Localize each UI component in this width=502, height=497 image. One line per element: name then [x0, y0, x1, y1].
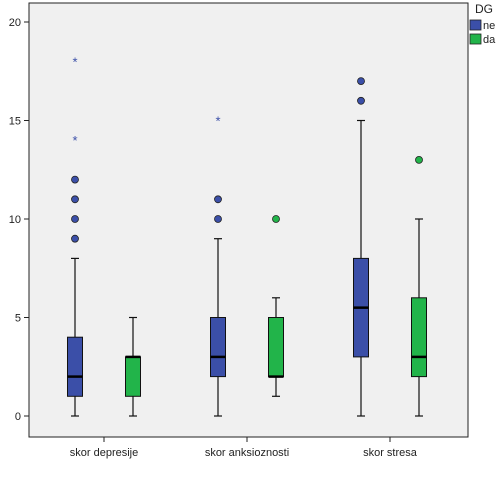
box-ne-0: ** — [67, 54, 83, 417]
legend-label-ne: ne — [483, 20, 495, 32]
box-da-2 — [411, 155, 427, 417]
y-tick-label: 5 — [15, 313, 21, 325]
legend-title: DG — [475, 2, 493, 16]
y-tick-label: 0 — [15, 411, 21, 423]
x-tick-label: skor depresije — [70, 447, 138, 459]
legend-swatch-ne — [469, 19, 482, 31]
box-ne-1: * — [210, 114, 226, 417]
y-tick-label: 20 — [9, 17, 21, 29]
legend: DG ne da — [469, 2, 496, 46]
y-tick-label: 15 — [9, 116, 21, 128]
box-series: *** — [67, 54, 427, 417]
box-iqr — [210, 317, 226, 378]
box-da-0 — [125, 316, 141, 417]
extreme-point: * — [72, 54, 77, 69]
extreme-point: * — [72, 133, 77, 148]
box-da-1 — [268, 215, 284, 397]
legend-swatch-da — [469, 33, 482, 45]
box-ne-2 — [353, 77, 369, 417]
box-iqr — [411, 297, 427, 378]
box-iqr — [67, 336, 83, 397]
outlier-point — [415, 155, 423, 164]
x-axis: skor depresije skor anksioznosti skor stre… — [70, 437, 418, 459]
x-tick-label: skor stresa — [363, 447, 418, 459]
y-axis: 0 5 10 15 20 — [9, 17, 29, 423]
outlier-point — [71, 215, 79, 223]
outlier-point — [71, 195, 79, 204]
plot-area — [28, 2, 469, 438]
x-tick-label: skor anksioznosti — [205, 447, 289, 459]
box-iqr — [268, 317, 284, 378]
legend-label-da: da — [483, 34, 496, 46]
outlier-point — [71, 175, 79, 184]
outlier-point — [214, 215, 222, 223]
y-tick-label: 10 — [9, 214, 21, 226]
outlier-point — [357, 77, 365, 85]
outlier-point — [272, 215, 280, 223]
outlier-point — [71, 234, 79, 243]
extreme-point: * — [215, 114, 220, 129]
outlier-point — [214, 195, 222, 204]
box-iqr — [125, 356, 141, 397]
outlier-point — [357, 96, 365, 105]
